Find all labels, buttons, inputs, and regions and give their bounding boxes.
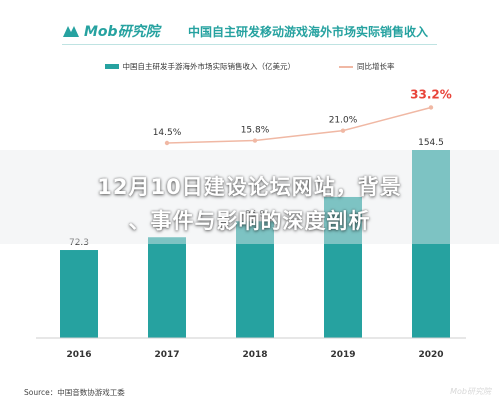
growth-point-2019 <box>340 128 346 133</box>
logo-text: Mob研究院 <box>84 24 160 40</box>
bar-2019 <box>324 196 362 338</box>
logo: Mob研究院 <box>62 21 160 41</box>
growth-point-2020 <box>428 105 434 110</box>
legend-label-bar: 中国自主研发手游海外市场实际销售收入（亿美元） <box>122 62 296 71</box>
logo-icon <box>63 26 79 37</box>
legend-item-line: 同比增长率 <box>339 61 395 72</box>
growth-rate-line <box>166 106 432 144</box>
legend-swatch-bar <box>104 64 119 69</box>
bar-2016 <box>60 250 98 338</box>
growth-point-2017 <box>164 140 170 146</box>
bar-2017 <box>148 237 186 338</box>
source-note: Source：中国音数协游戏工委 <box>24 388 125 397</box>
chart-title: 中国自主研发移动游戏海外市场实际销售收入 <box>188 25 429 39</box>
chart-legend: 中国自主研发手游海外市场实际销售收入（亿美元） 同比增长率 <box>0 61 499 72</box>
bar-value-label-2016: 72.3 <box>69 238 89 248</box>
bar-value-label-2020: 154.5 <box>418 138 444 148</box>
growth-value-label-2017: 14.5% <box>153 128 182 138</box>
growth-point-2018 <box>252 138 258 143</box>
watermark: Mob研究院 <box>450 387 491 396</box>
tick-label-2019: 2019 <box>330 350 355 360</box>
bar-2018 <box>236 221 274 338</box>
headline-line-1: 12月10日建设论坛网站，背景 <box>97 175 402 199</box>
tick-label-2018: 2018 <box>242 350 267 360</box>
legend-swatch-line <box>339 65 353 68</box>
tick-label-2016: 2016 <box>66 350 91 360</box>
tick-label-2017: 2017 <box>154 350 179 360</box>
growth-value-label-2018: 15.8% <box>241 126 270 136</box>
growth-value-label-2019: 21.0% <box>329 116 358 126</box>
bar-value-label-2018: 95.9 <box>245 209 265 219</box>
headline-overlay <box>0 150 499 244</box>
headline-line-2: 、事件与影响的深度剖析 <box>128 209 371 233</box>
tick-label-2020: 2020 <box>418 350 443 360</box>
header-divider <box>62 44 437 45</box>
legend-item-bar: 中国自主研发手游海外市场实际销售收入（亿美元） <box>104 61 296 72</box>
growth-value-label-2020: 33.2% <box>410 87 452 101</box>
bar-2020 <box>412 150 450 338</box>
legend-label-line: 同比增长率 <box>357 62 395 71</box>
